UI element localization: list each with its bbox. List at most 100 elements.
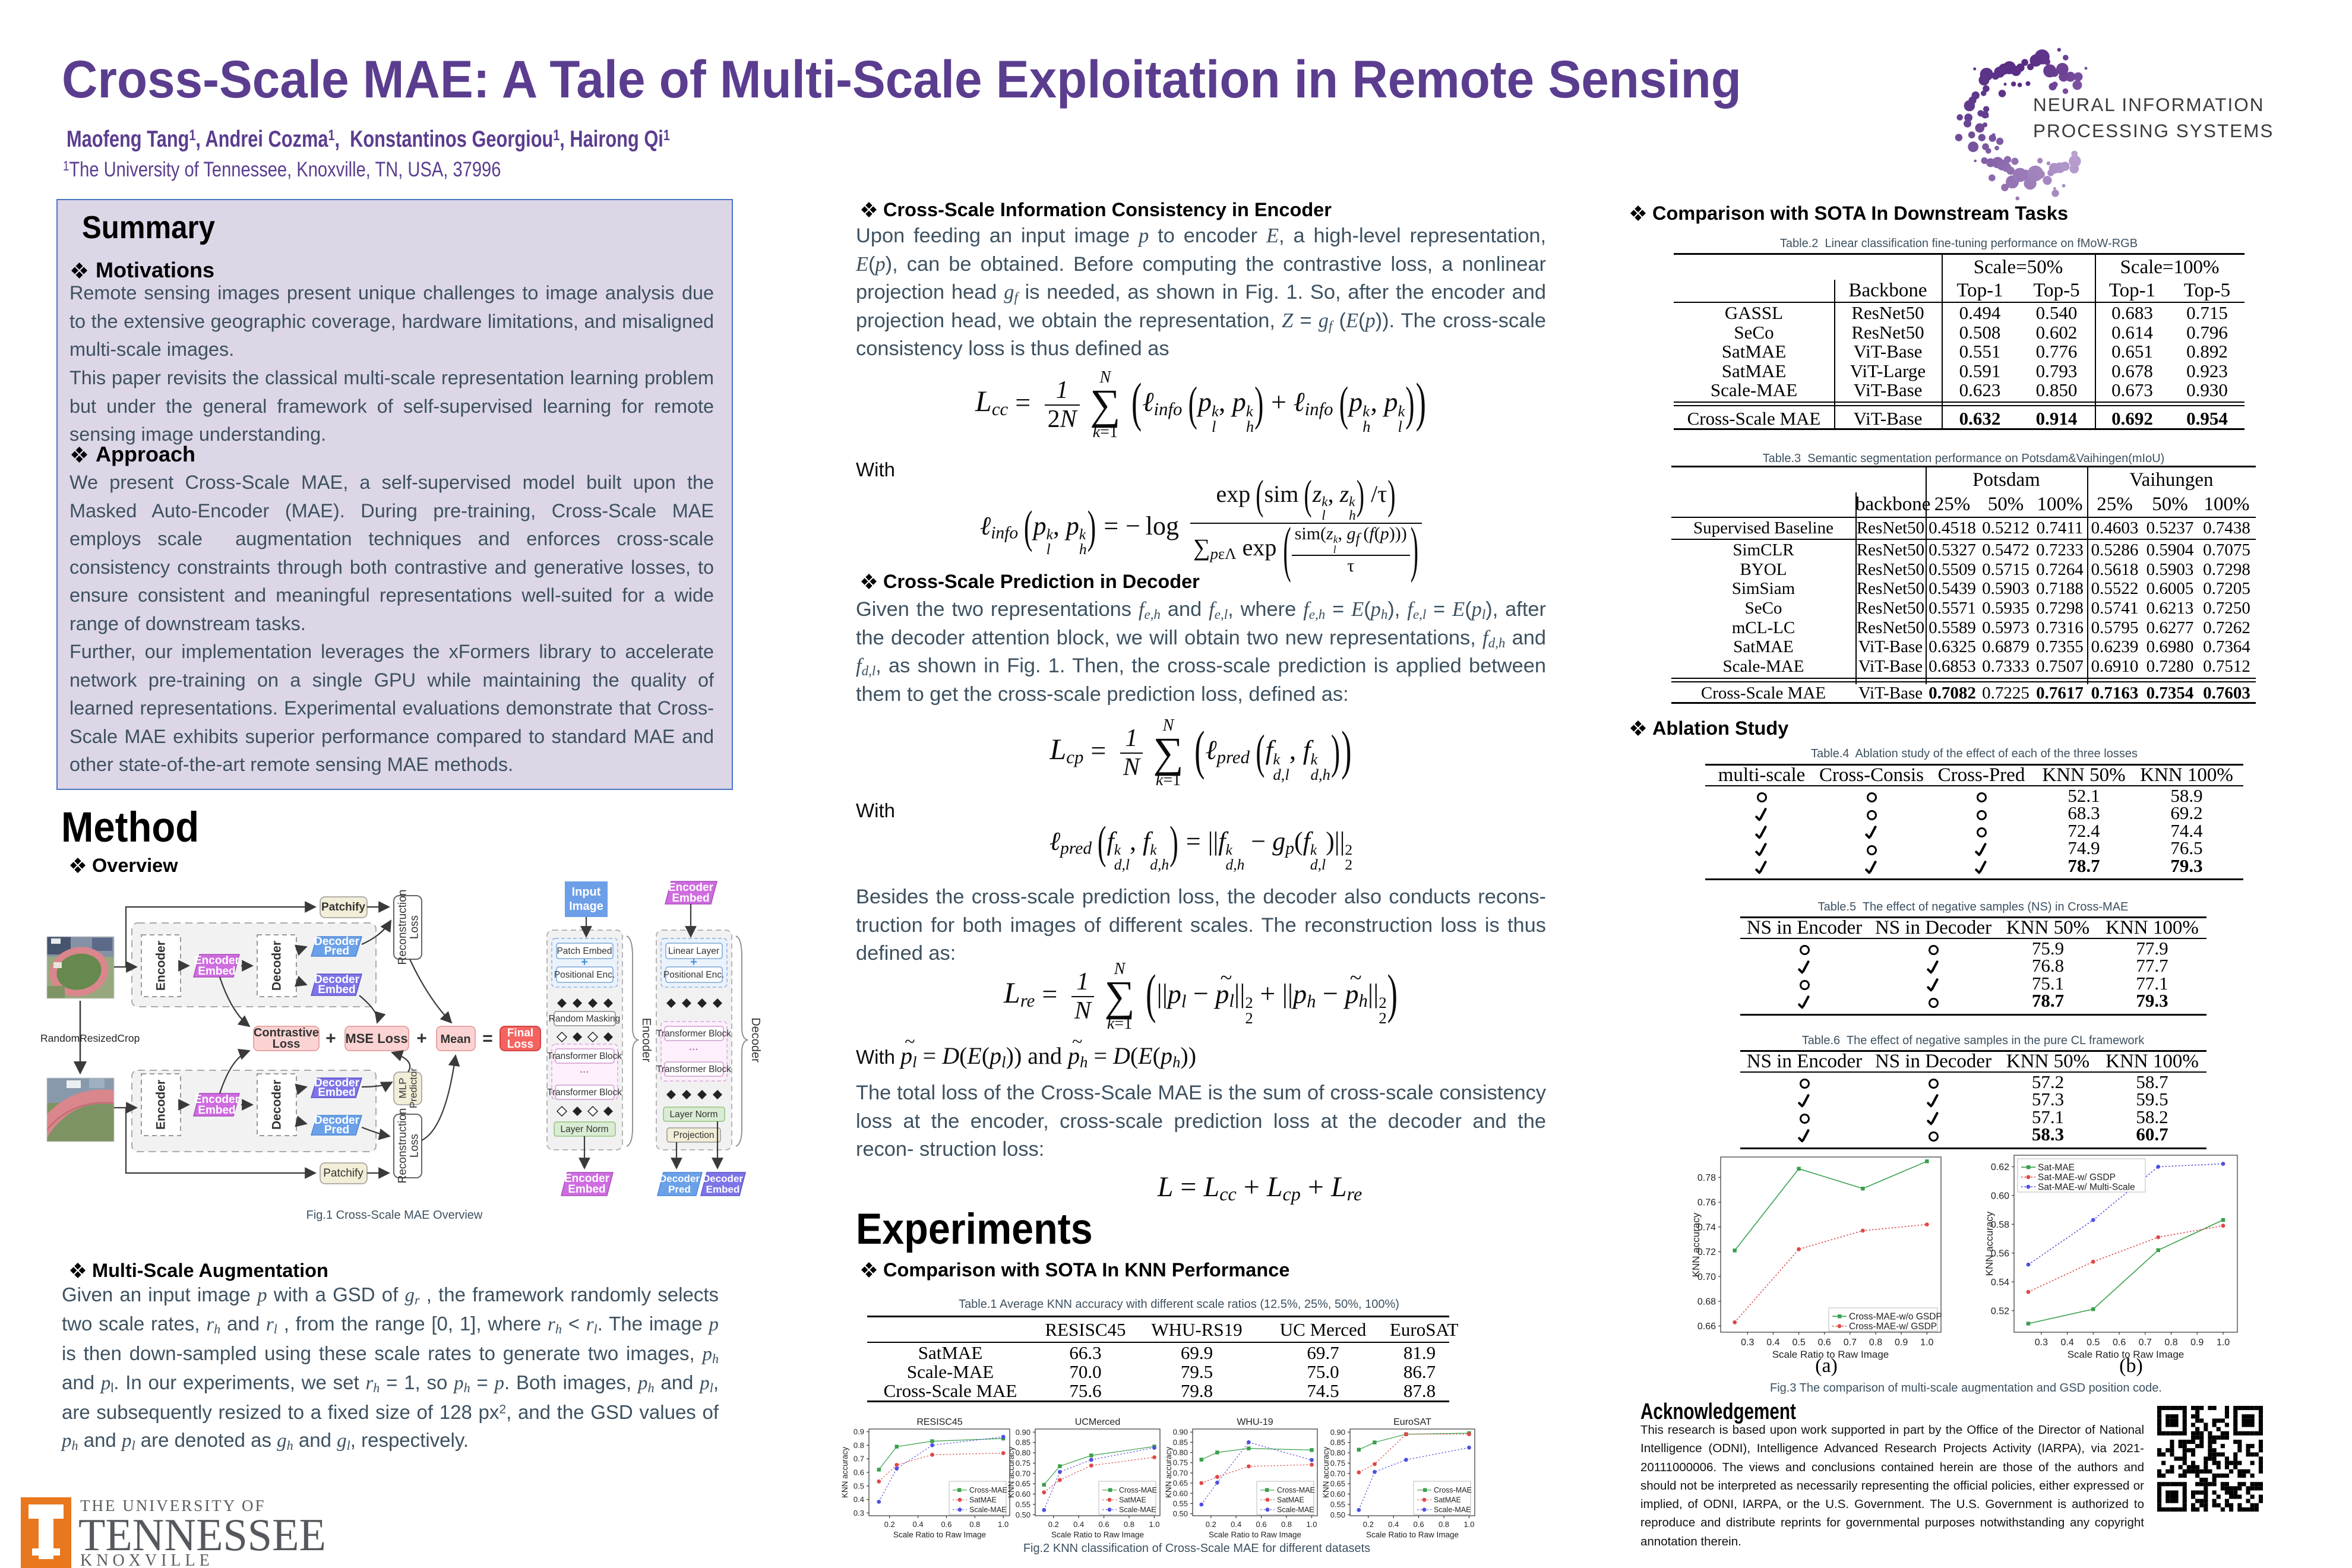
- svg-text:Decoder: Decoder: [270, 1080, 284, 1130]
- svg-text:Embed: Embed: [318, 1086, 355, 1099]
- svg-text:Transformer Block: Transformer Block: [656, 1064, 731, 1074]
- svg-text:0.78: 0.78: [1697, 1173, 1716, 1183]
- svg-text:TENNESSEE: TENNESSEE: [78, 1510, 326, 1560]
- svg-text:0.55: 0.55: [1330, 1500, 1345, 1509]
- svg-text:1.0: 1.0: [2217, 1338, 2230, 1348]
- svg-text:0.70: 0.70: [1697, 1272, 1716, 1282]
- svg-text:Predictor: Predictor: [408, 1068, 419, 1108]
- svg-text:Input: Input: [572, 886, 601, 899]
- svg-text:0.6: 0.6: [1818, 1338, 1831, 1348]
- svg-text:0.7: 0.7: [853, 1455, 864, 1463]
- svg-text:0.4: 0.4: [853, 1495, 864, 1504]
- svg-text:0.8: 0.8: [1124, 1520, 1134, 1529]
- svg-text:Cross-MAE: Cross-MAE: [969, 1486, 1007, 1494]
- svg-text:Scale Ratio to Raw Image: Scale Ratio to Raw Image: [1051, 1531, 1144, 1539]
- svg-text:MSE Loss: MSE Loss: [345, 1031, 407, 1046]
- svg-text:Cross-MAE-w/ GSDP: Cross-MAE-w/ GSDP: [1849, 1322, 1937, 1332]
- svg-text:0.80: 0.80: [1016, 1449, 1030, 1458]
- svg-text:0.6: 0.6: [2113, 1338, 2126, 1348]
- svg-text:1.0: 1.0: [998, 1520, 1009, 1529]
- svg-text:Layer Norm: Layer Norm: [670, 1109, 718, 1120]
- svg-text:Random Masking: Random Masking: [549, 1014, 621, 1024]
- svg-text:0.90: 0.90: [1016, 1428, 1030, 1437]
- svg-text:0.85: 0.85: [1173, 1438, 1188, 1447]
- svg-text:RandomResizedCrop: RandomResizedCrop: [40, 1032, 140, 1044]
- svg-text:0.75: 0.75: [1016, 1459, 1030, 1468]
- svg-text:Transformer Block: Transformer Block: [547, 1088, 622, 1098]
- svg-text:0.4: 0.4: [1231, 1520, 1241, 1529]
- svg-text:Loss: Loss: [273, 1038, 301, 1051]
- svg-text:0.80: 0.80: [1173, 1448, 1188, 1457]
- svg-text:0.7: 0.7: [2139, 1338, 2152, 1348]
- svg-text:0.68: 0.68: [1697, 1297, 1716, 1307]
- svg-text:0.66: 0.66: [1697, 1322, 1716, 1332]
- svg-text:0.55: 0.55: [1016, 1500, 1030, 1509]
- svg-text:Scale Ratio to Raw Image: Scale Ratio to Raw Image: [2068, 1349, 2185, 1360]
- svg-text:Sat-MAE-w/ GSDP: Sat-MAE-w/ GSDP: [2038, 1172, 2116, 1183]
- svg-text:Contrastive: Contrastive: [254, 1026, 319, 1039]
- svg-text:0.8: 0.8: [969, 1520, 980, 1529]
- svg-text:EuroSAT: EuroSAT: [1393, 1417, 1431, 1427]
- svg-text:0.4: 0.4: [1388, 1520, 1399, 1529]
- svg-text:0.60: 0.60: [1991, 1191, 2009, 1201]
- svg-text:0.58: 0.58: [1991, 1220, 2009, 1230]
- svg-text:Pred: Pred: [324, 1124, 349, 1136]
- svg-text:0.8: 0.8: [853, 1441, 864, 1450]
- svg-text:Encoder: Encoder: [640, 1018, 653, 1063]
- svg-text:+: +: [416, 1029, 427, 1048]
- svg-text:0.7: 0.7: [1844, 1338, 1857, 1348]
- svg-text:Cross-MAE-w/o GSDP: Cross-MAE-w/o GSDP: [1849, 1312, 1942, 1322]
- svg-text:(a): (a): [1815, 1355, 1838, 1377]
- svg-text:SatMAE: SatMAE: [969, 1496, 997, 1504]
- svg-text:0.65: 0.65: [1330, 1480, 1345, 1488]
- svg-text:Image: Image: [569, 900, 603, 913]
- svg-text:Sat-MAE: Sat-MAE: [2038, 1163, 2075, 1173]
- svg-text:0.60: 0.60: [1016, 1490, 1030, 1499]
- svg-text:0.8: 0.8: [1439, 1520, 1449, 1529]
- svg-text:Linear Layer: Linear Layer: [668, 946, 719, 956]
- svg-text:0.50: 0.50: [1016, 1510, 1030, 1519]
- svg-text:0.90: 0.90: [1173, 1428, 1188, 1437]
- svg-text:0.50: 0.50: [1330, 1510, 1345, 1519]
- svg-text:Embed: Embed: [198, 965, 235, 978]
- svg-text:0.3: 0.3: [853, 1509, 864, 1518]
- svg-text:Reconstruction: Reconstruction: [397, 890, 409, 965]
- svg-text:0.60: 0.60: [1173, 1489, 1188, 1498]
- svg-text:0.5: 0.5: [853, 1481, 864, 1490]
- svg-text:Reconstruction: Reconstruction: [397, 1108, 409, 1184]
- svg-text:Embed: Embed: [568, 1183, 605, 1196]
- svg-text:0.54: 0.54: [1991, 1278, 2009, 1288]
- svg-text:Pred: Pred: [324, 945, 349, 957]
- svg-text:PROCESSING SYSTEMS: PROCESSING SYSTEMS: [2033, 120, 2274, 141]
- svg-text:SatMAE: SatMAE: [1434, 1496, 1461, 1504]
- svg-text:Scale-MAE: Scale-MAE: [1119, 1506, 1156, 1514]
- svg-text:0.60: 0.60: [1330, 1490, 1345, 1499]
- svg-text:Scale Ratio to Raw Image: Scale Ratio to Raw Image: [1772, 1349, 1889, 1360]
- svg-text:=: =: [482, 1029, 493, 1048]
- svg-text:(b): (b): [2119, 1355, 2143, 1377]
- svg-text:Decoder: Decoder: [270, 941, 284, 991]
- svg-text:Patch Embed: Patch Embed: [557, 946, 612, 956]
- svg-text:Decoder: Decoder: [314, 935, 360, 948]
- svg-text:Scale Ratio to Raw Image: Scale Ratio to Raw Image: [1366, 1531, 1459, 1539]
- svg-text:Positional Enc.: Positional Enc.: [554, 970, 615, 980]
- svg-text:0.6: 0.6: [853, 1468, 864, 1477]
- svg-text:Loss: Loss: [507, 1038, 533, 1051]
- svg-text:Scale Ratio to Raw Image: Scale Ratio to Raw Image: [893, 1531, 986, 1539]
- svg-text:0.85: 0.85: [1330, 1438, 1345, 1447]
- svg-text:0.5: 0.5: [1792, 1338, 1805, 1348]
- svg-text:0.8: 0.8: [1869, 1338, 1882, 1348]
- svg-text:0.75: 0.75: [1330, 1459, 1345, 1468]
- svg-text:0.3: 0.3: [1741, 1338, 1754, 1348]
- svg-text:0.4: 0.4: [1766, 1338, 1779, 1348]
- svg-text:Projection: Projection: [674, 1130, 715, 1140]
- svg-text:0.56: 0.56: [1991, 1248, 2009, 1259]
- svg-text:NEURAL INFORMATION: NEURAL INFORMATION: [2033, 94, 2265, 115]
- svg-text:Encoder: Encoder: [668, 881, 714, 894]
- svg-text:Decoder: Decoder: [659, 1173, 700, 1184]
- svg-text:Cross-MAE: Cross-MAE: [1277, 1486, 1315, 1494]
- svg-text:1.0: 1.0: [1306, 1520, 1317, 1529]
- svg-text:0.4: 0.4: [913, 1520, 924, 1529]
- svg-text:Scale Ratio to Raw Image: Scale Ratio to Raw Image: [1209, 1531, 1301, 1539]
- svg-text:0.6: 0.6: [941, 1520, 951, 1529]
